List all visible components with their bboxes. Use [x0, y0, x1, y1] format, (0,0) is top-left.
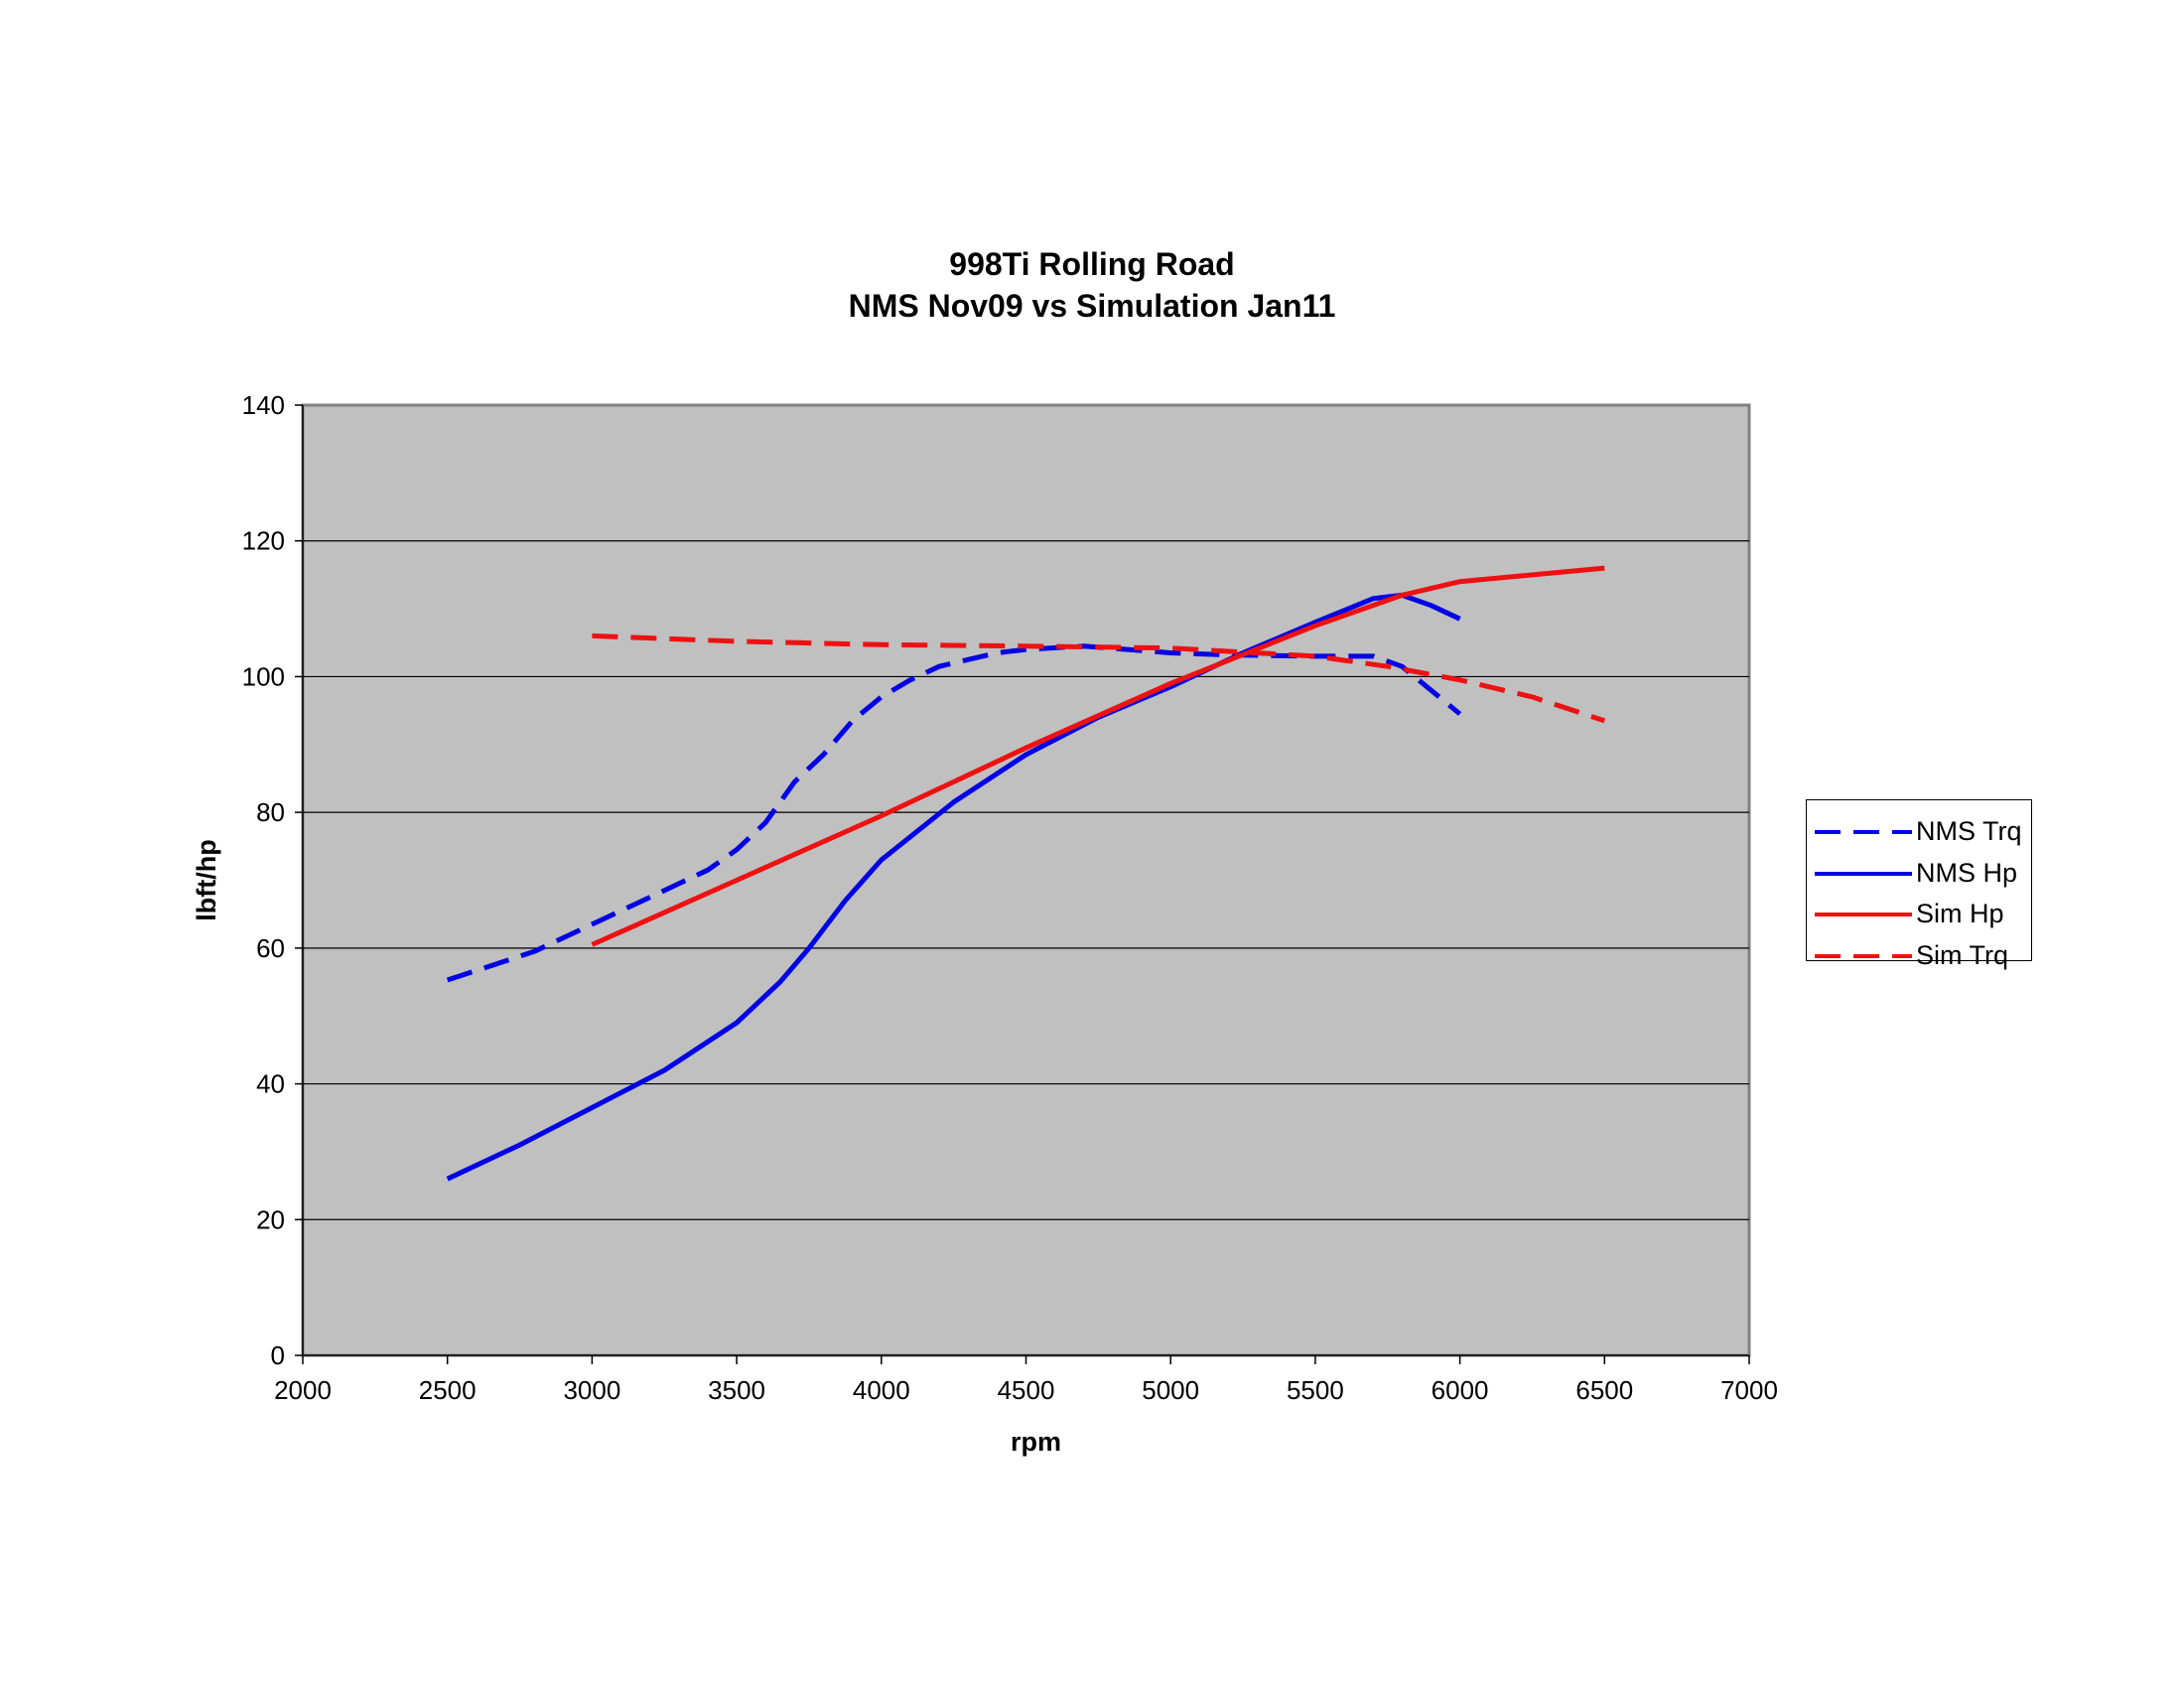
- legend-swatch: [1815, 953, 1912, 958]
- x-tick-label: 5000: [1142, 1375, 1199, 1405]
- series-layer: [446, 565, 1606, 1182]
- series-line-sim-trq: [592, 633, 1606, 724]
- y-tick-label: 20: [256, 1204, 285, 1234]
- legend-swatch: [1815, 830, 1912, 834]
- chart-title: 998Ti Rolling Road NMS Nov09 vs Simulati…: [0, 243, 2184, 327]
- legend-label: Sim Trq: [1916, 939, 2009, 970]
- legend-label: Sim Hp: [1916, 899, 2004, 928]
- series-line-sim-hp: [591, 565, 1605, 947]
- y-tick-label: 120: [242, 526, 285, 556]
- y-axis-title: lbft/hp: [192, 839, 221, 920]
- x-axis-title: rpm: [1011, 1427, 1061, 1457]
- chart-title-line-1: 998Ti Rolling Road: [949, 246, 1235, 282]
- legend-item: NMS Trq: [1807, 812, 2031, 852]
- legend-swatch: [1815, 871, 1912, 876]
- legend-item: NMS Hp: [1807, 854, 2031, 894]
- x-tick-label: 2000: [274, 1375, 332, 1405]
- legend-item: Sim Hp: [1807, 895, 2031, 934]
- legend-swatch: [1815, 913, 1912, 916]
- x-tick-label: 6000: [1432, 1375, 1489, 1405]
- y-tick-label: 140: [242, 390, 285, 420]
- legend-label: NMS Trq: [1916, 816, 2022, 846]
- y-tick-label: 60: [256, 933, 285, 963]
- y-tick-label: 0: [271, 1340, 285, 1370]
- legend: NMS Trq NMS Hp Sim Hp Sim Trq: [1806, 799, 2032, 970]
- tick-labels: 0 20 40 60 80 100 120 140 2000 2500 3000 3500 4000 45…: [242, 390, 1778, 1405]
- x-tick-label: 3000: [563, 1375, 620, 1405]
- chart-title-line-2: NMS Nov09 vs Simulation Jan11: [848, 288, 1336, 324]
- y-tick-label: 80: [256, 797, 285, 827]
- plot-area: [301, 403, 1751, 1357]
- series-line-nms-trq: [446, 643, 1462, 983]
- x-tick-label: 7000: [1720, 1375, 1778, 1405]
- legend-label: NMS Hp: [1916, 857, 2018, 888]
- x-tick-label: 5500: [1287, 1375, 1344, 1405]
- x-tick-label: 6500: [1575, 1375, 1633, 1405]
- y-tick-label: 100: [242, 661, 285, 691]
- legend-item: Sim Trq: [1807, 936, 2031, 976]
- axes: [295, 404, 1750, 1364]
- x-tick-label: 4500: [998, 1375, 1055, 1405]
- x-tick-label: 3500: [708, 1375, 765, 1405]
- series-line-nms-hp: [446, 592, 1461, 1182]
- y-tick-label: 40: [256, 1069, 285, 1099]
- x-tick-label: 4000: [853, 1375, 910, 1405]
- x-tick-label: 2500: [419, 1375, 477, 1405]
